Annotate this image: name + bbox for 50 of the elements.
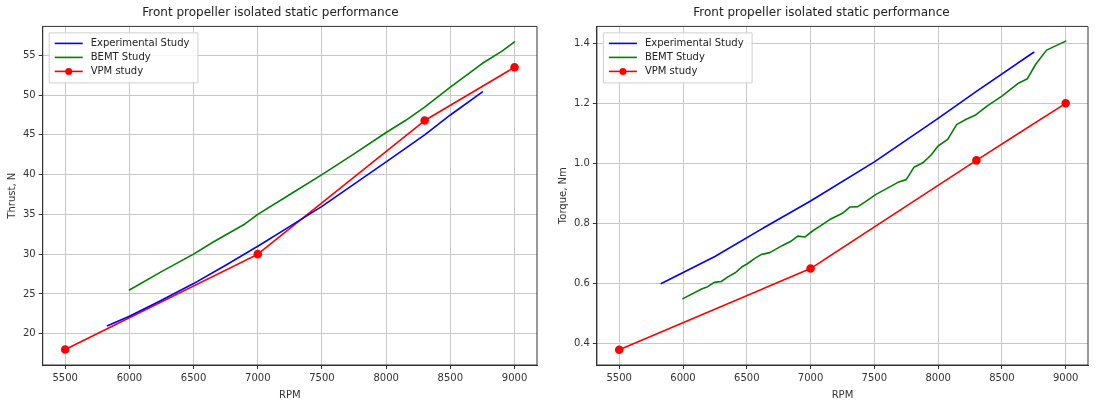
x-tick-label: 8000 bbox=[925, 371, 951, 383]
x-tick-label: 8500 bbox=[437, 371, 464, 383]
legend-label: Experimental Study bbox=[90, 36, 190, 48]
y-tick-label: 20 bbox=[22, 327, 36, 339]
point bbox=[806, 264, 815, 273]
x-tick-label: 7000 bbox=[797, 371, 824, 383]
point bbox=[972, 156, 981, 165]
legend-label: VPM study bbox=[90, 64, 144, 76]
x-tick-label: 6000 bbox=[116, 371, 143, 383]
x-tick-label: 7500 bbox=[861, 371, 888, 383]
x-tick-label: 6500 bbox=[734, 371, 760, 383]
point bbox=[1061, 99, 1070, 108]
chart-title: Front propeller isolated static performance bbox=[142, 5, 399, 20]
y-tick-label: 0.4 bbox=[574, 337, 590, 349]
x-tick-label: 5500 bbox=[606, 371, 632, 383]
legend-label: BEMT Study bbox=[90, 50, 151, 62]
x-tick-label: 9000 bbox=[1052, 371, 1079, 383]
chart-title: Front propeller isolated static performance bbox=[693, 5, 950, 20]
point bbox=[614, 345, 624, 354]
point bbox=[510, 62, 519, 72]
x-tick-label: 8000 bbox=[373, 371, 399, 383]
x-tick-label: 6000 bbox=[670, 371, 696, 383]
x-axis-title: RPM bbox=[279, 388, 301, 400]
point bbox=[420, 116, 429, 125]
y-axis-title: Torque, Nm bbox=[556, 167, 568, 226]
x-tick-label: 7000 bbox=[245, 371, 271, 383]
y-tick-label: 1.2 bbox=[574, 96, 590, 108]
y-tick-label: 0.8 bbox=[574, 217, 590, 229]
y-tick-label: 35 bbox=[22, 207, 36, 219]
point bbox=[253, 249, 263, 259]
x-tick-label: 8500 bbox=[989, 371, 1015, 383]
y-tick-label: 30 bbox=[22, 247, 36, 259]
x-tick-label: 5500 bbox=[52, 371, 78, 383]
y-tick-label: 1.4 bbox=[574, 36, 590, 48]
y-tick-label: 55 bbox=[22, 48, 36, 60]
x-tick-label: 7500 bbox=[309, 371, 335, 383]
y-axis-title: Thrust, N bbox=[5, 172, 17, 220]
legend-label: Experimental Study bbox=[644, 36, 744, 48]
legend-label: VPM study bbox=[644, 64, 698, 76]
x-tick-label: 6500 bbox=[180, 371, 207, 383]
y-tick-label: 45 bbox=[22, 128, 36, 140]
y-tick-label: 40 bbox=[22, 168, 36, 180]
legend-label: BEMT Study bbox=[644, 50, 705, 62]
y-tick-label: 50 bbox=[22, 88, 36, 100]
y-tick-label: 25 bbox=[22, 287, 36, 299]
x-axis-title: RPM bbox=[831, 388, 854, 400]
y-tick-label: 1.0 bbox=[574, 157, 590, 168]
point bbox=[60, 345, 70, 354]
y-tick-label: 0.6 bbox=[574, 277, 590, 289]
x-tick-label: 9000 bbox=[501, 371, 528, 383]
